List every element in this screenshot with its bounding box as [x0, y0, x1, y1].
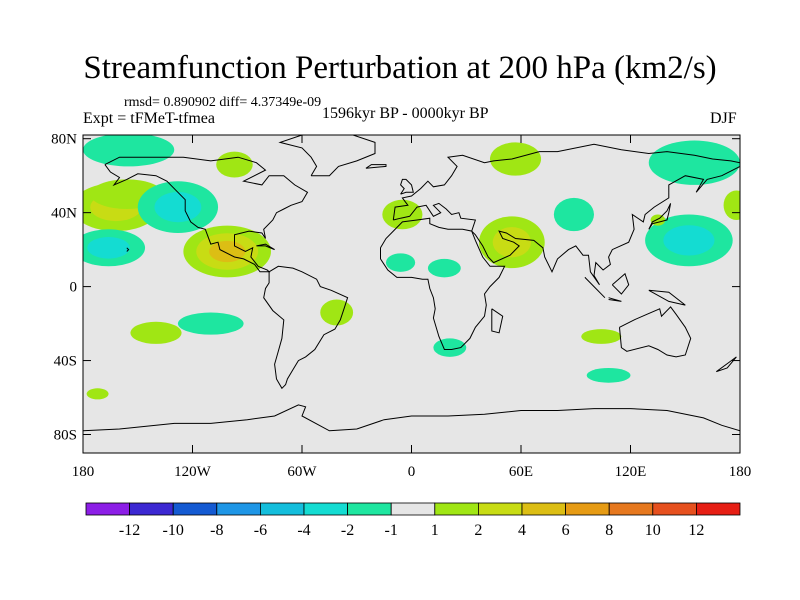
- contour-region-10-level-0: [86, 388, 109, 400]
- colorbar-label-2: -8: [210, 522, 223, 539]
- colorbar-label-1: -10: [163, 522, 184, 539]
- coastline-8: [400, 178, 414, 195]
- chart-title: Streamfunction Perturbation at 200 hPa (…: [83, 50, 717, 86]
- colorbar-swatch-14: [696, 502, 741, 516]
- colorbar-swatch-8: [434, 502, 479, 516]
- y-tick-label-1: 40N: [51, 206, 77, 222]
- coastline-10: [491, 308, 504, 334]
- x-tick-label-0: 180: [72, 464, 95, 480]
- x-tick-label-6: 180: [729, 464, 752, 480]
- y-tick-label-3: 40S: [54, 354, 77, 370]
- colorbar-swatch-9: [477, 502, 523, 516]
- colorbar-swatch-3: [216, 502, 261, 516]
- colorbar-swatch-6: [347, 502, 392, 516]
- coastline-5: [393, 165, 740, 286]
- y-tick-label-4: 80S: [54, 428, 77, 444]
- contour-region-20-level-0: [648, 140, 740, 185]
- contour-region-3-level-1: [154, 192, 202, 223]
- contour-region-18-level-0: [581, 329, 622, 344]
- colorbar-label-4: -4: [297, 522, 310, 539]
- contour-region-19-level-0: [586, 367, 631, 383]
- contour-region-8-level-0: [130, 321, 182, 344]
- colorbar-label-0: -12: [119, 522, 140, 539]
- coastline-17: [256, 243, 275, 251]
- colorbar-swatch-2: [172, 502, 218, 516]
- colorbar-label-6: -1: [385, 522, 398, 539]
- colorbar-label-12: 10: [645, 522, 661, 539]
- colorbar-label-3: -6: [254, 522, 267, 539]
- colorbar-label-13: 12: [688, 522, 704, 539]
- contour-region-13-level-0: [553, 197, 594, 232]
- coastline-11: [584, 277, 606, 299]
- colorbar-label-9: 4: [518, 522, 526, 539]
- colorbar-swatch-10: [521, 502, 566, 516]
- y-tick-label-0: 80N: [51, 132, 77, 148]
- colorbar-label-10: 6: [562, 522, 570, 539]
- colorbar-label-5: -2: [341, 522, 354, 539]
- coastline-6: [619, 306, 692, 358]
- colorbar-swatch-13: [652, 502, 697, 516]
- x-tick-label-1: 120W: [174, 464, 212, 480]
- colorbar-swatch-5: [303, 502, 348, 516]
- x-tick-label-2: 60W: [287, 464, 317, 480]
- coastline-0: [104, 156, 309, 273]
- contour-region-15-level-1: [492, 227, 532, 258]
- coastline-15: [716, 356, 737, 373]
- colorbar-label-8: 2: [474, 522, 482, 539]
- contour-region-21-level-1: [663, 225, 715, 256]
- colorbar-label-11: 8: [605, 522, 613, 539]
- experiment-label: Expt = tFMeT-tfmea: [83, 110, 215, 127]
- x-tick-label-5: 120E: [615, 464, 647, 480]
- coastline-1: [263, 265, 349, 390]
- coastline-7: [83, 404, 740, 432]
- contour-region-6-level-0: [216, 151, 253, 178]
- coastline-13: [611, 272, 630, 295]
- coastline-9: [648, 203, 672, 230]
- contour-region-0-level-0: [83, 135, 175, 167]
- contour-region-16-level-0: [427, 258, 461, 278]
- contour-region-7-level-0: [177, 312, 244, 335]
- contour-region-9-level-0: [320, 299, 354, 326]
- x-tick-label-3: 0: [408, 464, 416, 480]
- contour-region-11-level-0: [382, 199, 423, 230]
- colorbar-swatch-11: [565, 502, 610, 516]
- colorbar-swatch-0: [85, 502, 130, 516]
- coastline-18: [126, 247, 130, 252]
- coastline-12: [608, 297, 622, 302]
- x-tick-label-4: 60E: [509, 464, 533, 480]
- contour-region-4-level-1: [87, 236, 130, 259]
- coastline-16: [365, 164, 387, 169]
- colorbar-swatch-4: [259, 502, 305, 516]
- period-label: 1596kyr BP - 0000kyr BP: [322, 105, 489, 122]
- colorbar-swatch-1: [129, 502, 174, 516]
- season-label: DJF: [710, 110, 737, 127]
- coastline-14: [648, 289, 686, 306]
- coastline-2: [278, 135, 376, 177]
- y-tick-label-2: 0: [70, 280, 78, 296]
- colorbar-label-7: 1: [431, 522, 439, 539]
- contour-region-14-level-0: [385, 253, 416, 272]
- contour-region-22-level-0: [723, 190, 740, 221]
- stats-text: rmsd= 0.890902 diff= 4.37349e-09: [124, 95, 322, 110]
- contour-region-5-level-2: [209, 240, 246, 263]
- colorbar-swatch-12: [608, 502, 654, 516]
- colorbar-swatch-7: [390, 502, 436, 516]
- coastline-3: [380, 217, 506, 350]
- contour-region-12-level-0: [489, 142, 542, 176]
- coastline-4: [392, 143, 740, 221]
